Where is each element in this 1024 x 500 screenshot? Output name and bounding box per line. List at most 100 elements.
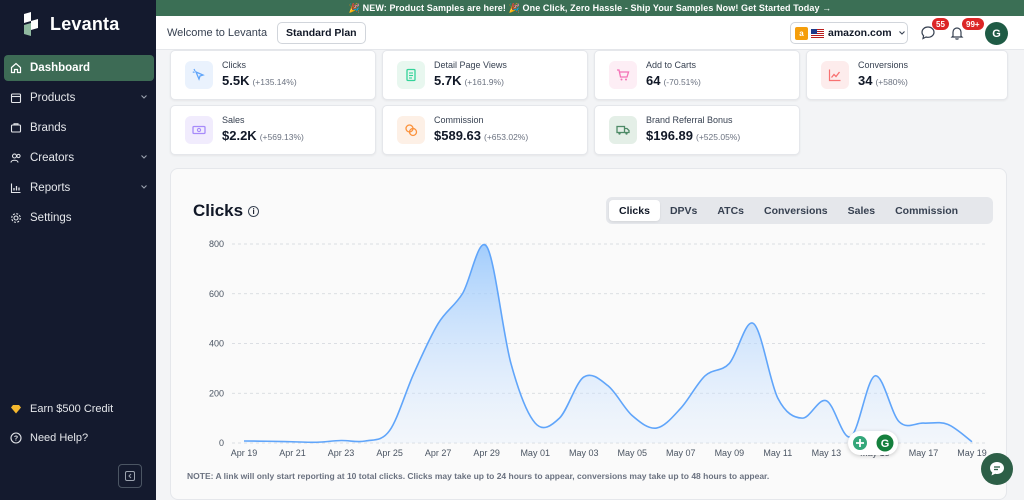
levanta-logo-icon	[24, 12, 38, 36]
banner-text: 🎉 NEW: Product Samples are here! 🎉 One C…	[348, 2, 832, 13]
x-tick-label: Apr 21	[279, 448, 306, 458]
data-point-may-01[interactable]	[530, 418, 540, 428]
stat-delta: (+569.13%)	[259, 132, 304, 142]
data-point-may-07[interactable]	[676, 403, 686, 413]
sidebar-item-creators[interactable]: Creators	[4, 145, 154, 171]
data-point-may-16[interactable]	[894, 417, 904, 427]
x-tick-label: May 07	[666, 448, 696, 458]
chat-support-button[interactable]	[981, 453, 1013, 485]
stat-label: Conversions	[858, 60, 909, 70]
data-point-apr-21[interactable]	[288, 437, 298, 447]
data-point-may-09[interactable]	[724, 358, 734, 368]
sidebar-item-brands[interactable]: Brands	[4, 115, 154, 141]
tab-commission[interactable]: Commission	[895, 204, 959, 217]
data-point-apr-30[interactable]	[506, 358, 516, 368]
stat-value-number: $589.63	[434, 128, 481, 143]
plan-button[interactable]: Standard Plan	[277, 22, 366, 44]
data-point-apr-23[interactable]	[336, 436, 346, 446]
extension-widget[interactable]: G	[848, 431, 898, 455]
data-point-apr-27[interactable]	[433, 319, 443, 329]
sidebar-item-products[interactable]: Products	[4, 85, 154, 111]
data-point-may-19[interactable]	[967, 437, 977, 447]
users-icon	[10, 152, 22, 164]
coins-icon	[397, 116, 425, 144]
amazon-logo-icon: a	[795, 26, 808, 40]
stat-card-commission[interactable]: Commission $589.63 (+653.02%)	[382, 105, 588, 155]
truck-icon	[609, 116, 637, 144]
announcement-banner[interactable]: 🎉 NEW: Product Samples are here! 🎉 One C…	[156, 0, 1024, 16]
chevron-down-icon	[898, 31, 905, 35]
data-point-apr-28[interactable]	[457, 289, 467, 299]
data-point-may-18[interactable]	[943, 419, 953, 429]
tab-atcs[interactable]: ATCs	[717, 204, 745, 217]
data-point-apr-20[interactable]	[263, 436, 273, 446]
data-point-apr-24[interactable]	[360, 436, 370, 446]
stat-value: $589.63 (+653.02%)	[434, 128, 528, 143]
earn-credit-link[interactable]: Earn $500 Credit	[10, 403, 150, 415]
x-tick-label: May 17	[909, 448, 939, 458]
box-icon	[10, 92, 22, 104]
data-point-may-12[interactable]	[797, 413, 807, 423]
marketplace-select[interactable]: a amazon.com	[790, 22, 908, 44]
collapse-sidebar-icon	[125, 471, 135, 481]
data-point-may-15[interactable]	[870, 371, 880, 381]
stat-value: 34 (+580%)	[858, 73, 908, 88]
sidebar-item-label: Settings	[30, 212, 72, 224]
stat-value-number: $196.89	[646, 128, 693, 143]
stat-card-detail-page-views[interactable]: Detail Page Views 5.7K (+161.9%)	[382, 50, 588, 100]
stat-card-brand-referral-bonus[interactable]: Brand Referral Bonus $196.89 (+525.05%)	[594, 105, 800, 155]
data-point-may-05[interactable]	[627, 411, 637, 421]
svg-text:?: ?	[14, 436, 18, 443]
data-point-may-06[interactable]	[652, 423, 662, 433]
chat-bubble-icon	[921, 26, 935, 40]
marketplace-label: amazon.com	[828, 27, 892, 39]
stat-value: $196.89 (+525.05%)	[646, 128, 740, 143]
x-tick-label: May 01	[520, 448, 550, 458]
need-help-link[interactable]: ? Need Help?	[10, 432, 150, 444]
sidebar-item-label: Products	[30, 92, 76, 104]
tab-dpvs[interactable]: DPVs	[669, 204, 698, 217]
sidebar-item-dashboard[interactable]: Dashboard	[4, 55, 154, 81]
tab-conversions[interactable]: Conversions	[764, 204, 828, 217]
x-tick-label: Apr 23	[328, 448, 355, 458]
stat-value-number: 34	[858, 73, 873, 88]
data-point-apr-25[interactable]	[385, 426, 395, 436]
data-point-may-02[interactable]	[554, 413, 564, 423]
data-point-apr-29[interactable]	[482, 241, 492, 251]
chat-support-icon	[990, 462, 1004, 476]
sidebar-item-reports[interactable]: Reports	[4, 175, 154, 201]
data-point-may-17[interactable]	[918, 418, 928, 428]
messages-button[interactable]	[918, 23, 938, 43]
notifications-button[interactable]	[947, 23, 967, 43]
stat-delta: (+580%)	[875, 77, 908, 87]
data-point-may-04[interactable]	[603, 381, 613, 391]
stat-card-clicks[interactable]: Clicks 5.5K (+135.14%)	[170, 50, 376, 100]
y-tick-label: 0	[219, 438, 224, 448]
x-tick-label: May 09	[715, 448, 745, 458]
metric-tabs: Clicks DPVs ATCs Conversions Sales Commi…	[606, 197, 993, 224]
collapse-sidebar-button[interactable]	[118, 464, 142, 488]
stat-value-number: 5.5K	[222, 73, 250, 88]
data-point-apr-22[interactable]	[312, 437, 322, 447]
stat-card-add-to-carts[interactable]: Add to Carts 64 (-70.51%)	[594, 50, 800, 100]
tab-sales[interactable]: Sales	[847, 204, 876, 217]
info-icon[interactable]: i	[248, 205, 260, 217]
stat-label: Add to Carts	[646, 60, 697, 70]
stat-label: Detail Page Views	[434, 60, 507, 70]
stat-card-conversions[interactable]: Conversions 34 (+580%)	[806, 50, 1008, 100]
data-point-may-10[interactable]	[749, 319, 759, 329]
data-point-apr-19[interactable]	[239, 436, 249, 446]
stat-card-sales[interactable]: Sales $2.2K (+569.13%)	[170, 105, 376, 155]
stat-label: Brand Referral Bonus	[646, 115, 733, 125]
data-point-may-08[interactable]	[700, 371, 710, 381]
data-point-apr-26[interactable]	[409, 368, 419, 378]
avatar[interactable]: G	[985, 22, 1008, 45]
data-point-may-13[interactable]	[821, 396, 831, 406]
sidebar-item-label: Reports	[30, 182, 71, 194]
x-tick-label: Apr 19	[231, 448, 258, 458]
tab-clicks[interactable]: Clicks	[609, 200, 660, 221]
levanta-logo[interactable]: Levanta	[22, 12, 119, 36]
sidebar-item-settings[interactable]: Settings	[4, 205, 154, 231]
data-point-may-11[interactable]	[773, 393, 783, 403]
data-point-may-03[interactable]	[579, 372, 589, 382]
